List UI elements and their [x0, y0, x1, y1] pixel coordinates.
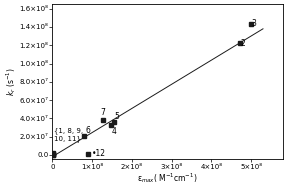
Y-axis label: $k_r$ (s$^{-1}$): $k_r$ (s$^{-1}$)	[4, 67, 18, 96]
Text: 6: 6	[86, 126, 90, 135]
Text: •12: •12	[92, 149, 106, 158]
Text: 5: 5	[115, 112, 120, 122]
Text: 4: 4	[112, 126, 117, 136]
Text: 2: 2	[241, 39, 245, 48]
X-axis label: ε$_{max}$( M$^{-1}$cm$^{-1}$): ε$_{max}$( M$^{-1}$cm$^{-1}$)	[137, 171, 198, 185]
Text: 7: 7	[100, 108, 105, 117]
Text: 3: 3	[252, 19, 257, 28]
Text: {1, 8, 9,
10, 11}: {1, 8, 9, 10, 11}	[55, 127, 84, 142]
